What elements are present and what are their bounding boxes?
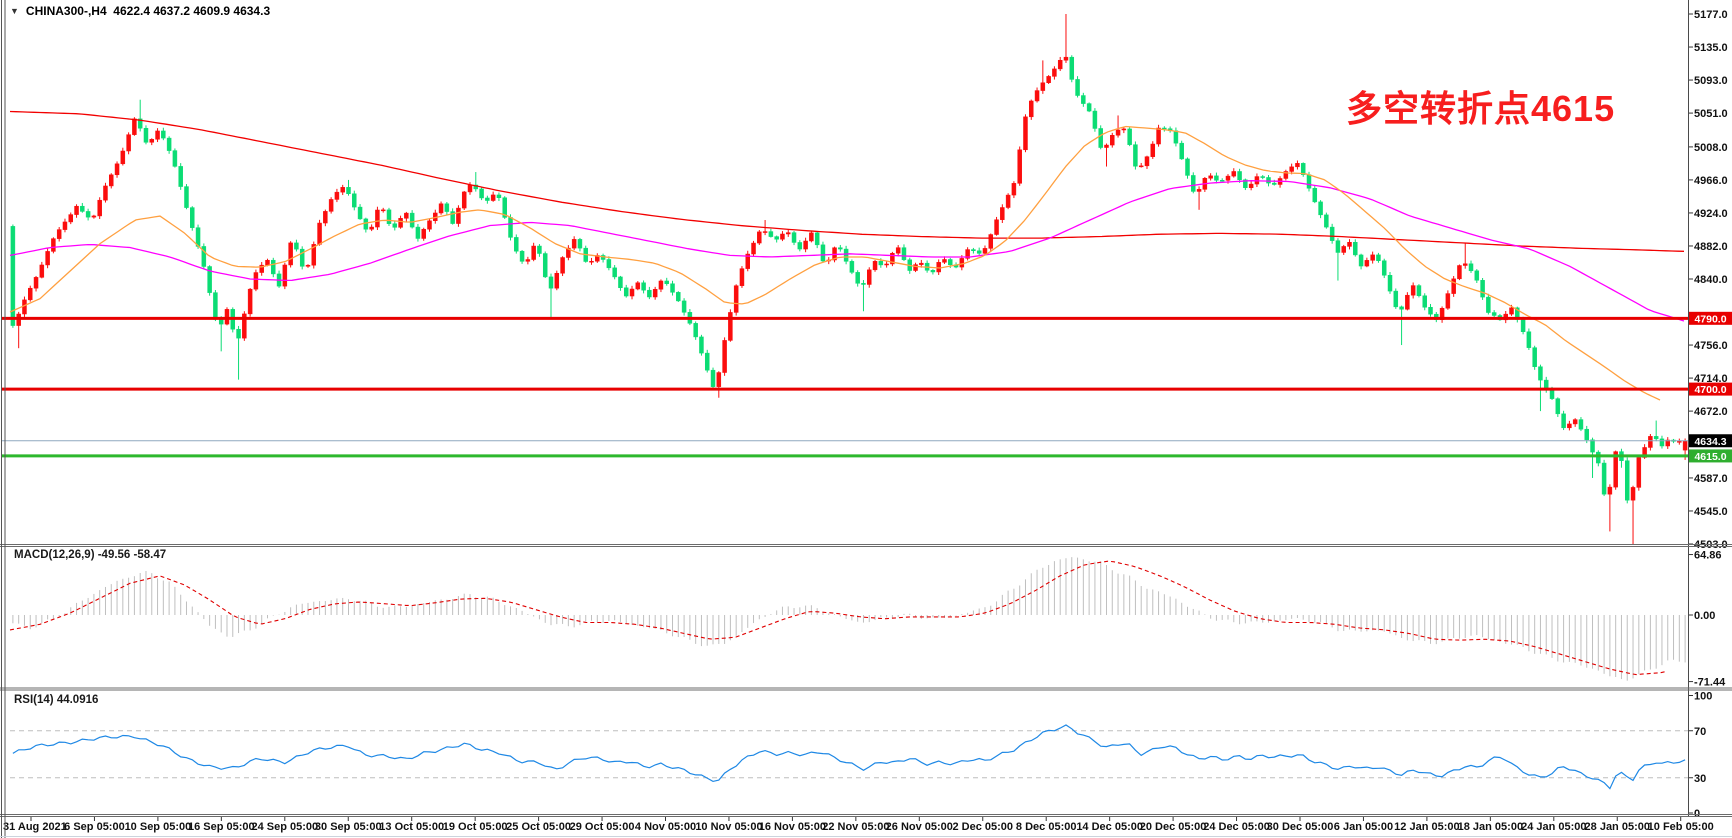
- price-tag-4615.0: 4615.0: [1689, 449, 1732, 463]
- time-tick-label: 6 Sep 05:00: [64, 821, 125, 833]
- slow-ma-line: [9, 110, 1685, 252]
- svg-text:4615.0: 4615.0: [1694, 451, 1726, 463]
- time-tick-label: 26 Nov 05:00: [886, 821, 953, 833]
- time-tick-label: 10 Nov 05:00: [695, 821, 762, 833]
- macd-signal-line: [9, 560, 1667, 676]
- rsi-line: [12, 724, 1686, 790]
- price-tick-label: 5177.0: [1694, 9, 1728, 21]
- time-tick-label: 31 Aug 2021: [3, 821, 67, 833]
- time-tick-label: 20 Dec 05:00: [1140, 821, 1207, 833]
- price-tick-label: 4545.0: [1694, 506, 1728, 518]
- price-tag-4700.0: 4700.0: [1689, 382, 1732, 396]
- time-tick-label: 22 Nov 05:00: [822, 821, 889, 833]
- time-tick-label: 28 Jan 05:00: [1585, 821, 1650, 833]
- svg-text:4790.0: 4790.0: [1694, 313, 1726, 325]
- time-tick-label: 10 Feb 05:00: [1648, 821, 1714, 833]
- rsi-indicator-label: RSI(14) 44.0916: [14, 694, 99, 706]
- price-tick-label: 4966.0: [1694, 175, 1728, 187]
- time-tick-label: 12 Jan 05:00: [1394, 821, 1459, 833]
- time-tick-label: 24 Dec 05:00: [1203, 821, 1270, 833]
- price-tick-label: 5008.0: [1694, 142, 1728, 154]
- rsi-tick-label: 30: [1694, 773, 1706, 785]
- svg-text:4700.0: 4700.0: [1694, 384, 1726, 396]
- time-tick-label: 29 Oct 05:00: [570, 821, 635, 833]
- time-tick-label: 13 Oct 05:00: [379, 821, 444, 833]
- price-tick-label: 4882.0: [1694, 241, 1728, 253]
- time-tick-label: 8 Dec 05:00: [1016, 821, 1077, 833]
- svg-text:4634.3: 4634.3: [1694, 436, 1726, 448]
- rsi-tick-label: 100: [1694, 691, 1712, 703]
- time-tick-label: 24 Sep 05:00: [251, 821, 318, 833]
- time-tick-label: 30 Sep 05:00: [315, 821, 382, 833]
- price-tick-label: 4924.0: [1694, 208, 1728, 220]
- time-tick-label: 16 Nov 05:00: [759, 821, 826, 833]
- price-tick-label: 4672.0: [1694, 406, 1728, 418]
- rsi-tick-label: 70: [1694, 726, 1706, 738]
- fast-ma-line: [9, 125, 1661, 401]
- macd-tick-label: 0.00: [1694, 610, 1715, 622]
- time-tick-label: 2 Dec 05:00: [952, 821, 1013, 833]
- price-tick-label: 4714.0: [1694, 373, 1728, 385]
- price-tag-4790.0: 4790.0: [1689, 311, 1732, 325]
- time-tick-label: 10 Sep 05:00: [125, 821, 192, 833]
- price-tick-label: 4840.0: [1694, 274, 1728, 286]
- macd-pane[interactable]: 64.86 0.00 -71.44: [9, 550, 1726, 689]
- rsi-pane[interactable]: 10070300: [10, 691, 1712, 821]
- time-tick-label: 19 Oct 05:00: [443, 821, 508, 833]
- price-tick-label: 4587.0: [1694, 473, 1728, 485]
- time-tick-label: 18 Jan 05:00: [1458, 821, 1523, 833]
- macd-indicator-label: MACD(12,26,9) -49.56 -58.47: [14, 549, 167, 561]
- time-tick-label: 24 Jan 05:00: [1521, 821, 1586, 833]
- time-tick-label: 25 Oct 05:00: [506, 821, 571, 833]
- price-tick-label: 5051.0: [1694, 108, 1728, 120]
- pane-separator[interactable]: [0, 544, 1732, 547]
- chevron-down-icon[interactable]: ▼: [10, 6, 19, 16]
- price-tick-label: 5093.0: [1694, 75, 1728, 87]
- price-tag-4634.3: 4634.3: [1689, 434, 1732, 448]
- symbol-name: CHINA300-,H4: [25, 4, 107, 18]
- pane-separator[interactable]: [0, 687, 1732, 691]
- time-tick-label: 14 Dec 05:00: [1076, 821, 1143, 833]
- symbol-title: ▼ CHINA300-,H4 4622.4 4637.2 4609.9 4634.…: [10, 4, 270, 18]
- price-tick-label: 5135.0: [1694, 42, 1728, 54]
- pane-separator[interactable]: [0, 814, 1732, 817]
- macd-tick-label: -71.44: [1694, 677, 1726, 689]
- annotation-text[interactable]: 多空转折点4615: [1346, 88, 1616, 129]
- time-tick-label: 30 Dec 05:00: [1267, 821, 1334, 833]
- time-tick-label: 6 Jan 05:00: [1334, 821, 1393, 833]
- macd-tick-label: 64.86: [1694, 550, 1722, 562]
- time-tick-label: 4 Nov 05:00: [635, 821, 696, 833]
- mid-ma-line: [9, 180, 1685, 322]
- price-axis: 5177.0 5135.0 5093.0 5051.0 5008.0 4966.0 4924…: [1688, 9, 1728, 551]
- price-tick-label: 4756.0: [1694, 340, 1728, 352]
- ohlc-values: 4622.4 4637.2 4609.9 4634.3: [113, 4, 271, 18]
- time-tick-label: 16 Sep 05:00: [188, 821, 255, 833]
